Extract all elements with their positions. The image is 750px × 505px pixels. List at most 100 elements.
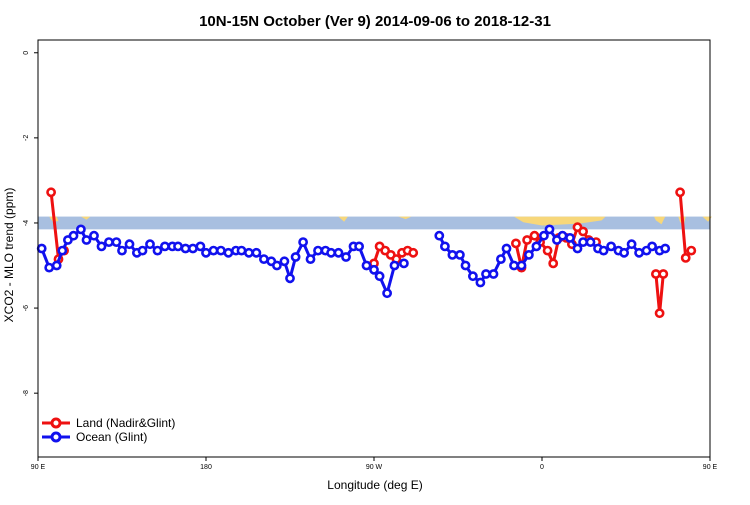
series-ocean-point xyxy=(389,260,400,271)
series-ocean-point xyxy=(313,245,323,256)
series-land-point xyxy=(511,238,521,249)
series-ocean-point xyxy=(89,230,99,241)
series-ocean-point xyxy=(215,245,226,256)
series-ocean-point xyxy=(124,239,135,250)
series-ocean-point xyxy=(305,254,316,264)
series-ocean-point xyxy=(173,241,183,252)
series-ocean-point xyxy=(81,235,92,245)
series-ocean xyxy=(36,224,671,299)
series-ocean-point xyxy=(279,256,290,267)
series-land-point xyxy=(578,226,588,237)
map-strip-land xyxy=(514,216,606,226)
series-ocean-point xyxy=(439,241,450,252)
series-ocean-point xyxy=(117,245,127,256)
series-land-point xyxy=(529,230,540,241)
legend: Land (Nadir&Glint) Ocean (Glint) xyxy=(42,416,175,444)
series-ocean-point xyxy=(159,241,170,252)
y-axis-label: XCO2 - MLO trend (ppm) xyxy=(2,188,16,323)
series-ocean-point xyxy=(51,260,62,271)
series-ocean-point xyxy=(454,249,465,260)
series-ocean-point xyxy=(285,273,295,284)
series-ocean-point xyxy=(516,260,527,271)
series-ocean-point xyxy=(619,247,629,258)
legend-ocean-marker xyxy=(50,431,62,443)
series-ocean-point xyxy=(524,249,534,260)
series-ocean-point xyxy=(374,271,385,282)
x-tick-label: 90 E xyxy=(31,464,46,471)
series-land-point xyxy=(522,235,532,245)
series-ocean-point xyxy=(298,237,308,247)
series-ocean-point xyxy=(565,232,575,243)
y-tick-label: -8 xyxy=(23,390,30,396)
legend-item-land: Land (Nadir&Glint) xyxy=(42,416,175,430)
series-ocean-point xyxy=(341,252,351,262)
map-strip-ocean xyxy=(38,216,710,230)
series-ocean-point xyxy=(290,252,301,262)
series-ocean-point xyxy=(585,237,596,247)
series-ocean-point xyxy=(475,277,486,288)
series-land-point xyxy=(548,258,559,269)
y-tick-label: 0 xyxy=(23,51,30,55)
series-ocean-point xyxy=(539,230,549,241)
x-tick-label: 0 xyxy=(540,464,544,471)
series-ocean-point xyxy=(626,239,637,250)
series-ocean-point xyxy=(145,239,155,250)
series-ocean-point xyxy=(152,245,163,256)
series-land-line xyxy=(654,273,665,314)
x-tick-label: 180 xyxy=(200,464,212,471)
map-strip xyxy=(38,216,712,230)
series-ocean-point xyxy=(137,245,148,256)
series-ocean-point xyxy=(36,243,47,254)
series-ocean-point xyxy=(57,245,68,256)
series-land-point xyxy=(675,187,685,198)
y-axis: 0 -2 -4 -6 -8 xyxy=(23,51,38,396)
series-ocean-point xyxy=(647,241,657,252)
legend-ocean-label: Ocean (Glint) xyxy=(76,430,147,444)
series-land-point xyxy=(686,245,697,256)
map-strip-land xyxy=(338,216,348,222)
series-ocean-point xyxy=(104,237,114,247)
y-tick-label: -6 xyxy=(23,305,30,311)
series-ocean-point xyxy=(369,264,379,275)
x-axis-label: Longitude (deg E) xyxy=(327,478,422,492)
series-ocean-point xyxy=(509,260,519,271)
series-ocean-point xyxy=(354,241,364,252)
series-ocean-point xyxy=(96,241,107,252)
series-ocean-point xyxy=(434,230,445,241)
series-ocean-point xyxy=(111,237,122,247)
series-ocean-point xyxy=(76,224,86,235)
series-ocean-point xyxy=(333,247,344,258)
series-land-point xyxy=(46,187,56,198)
series-ocean-point xyxy=(382,288,392,299)
series-ocean-point xyxy=(660,243,671,254)
series-ocean-point xyxy=(501,243,512,254)
map-strip-land xyxy=(654,216,666,225)
legend-land-label: Land (Nadir&Glint) xyxy=(76,416,175,430)
series-ocean-point xyxy=(481,269,491,279)
series-ocean-point xyxy=(44,262,55,273)
series-ocean-point xyxy=(495,254,506,264)
x-tick-label: 90 W xyxy=(366,464,383,471)
series-land-point xyxy=(680,252,691,263)
series-ocean-point xyxy=(251,247,262,258)
y-tick-label: -4 xyxy=(23,220,30,226)
series-ocean-point xyxy=(447,249,458,260)
x-axis: 90 E 180 90 W 0 90 E xyxy=(31,457,718,471)
series-ocean-point xyxy=(598,245,609,256)
series-ocean-point xyxy=(398,258,409,269)
series-ocean-point xyxy=(187,243,198,254)
chart-title: 10N-15N October (Ver 9) 2014-09-06 to 20… xyxy=(199,13,551,30)
y-tick-label: -2 xyxy=(23,135,30,141)
series-land-point xyxy=(654,308,665,319)
series-ocean-point xyxy=(606,241,616,252)
legend-land-marker xyxy=(50,417,62,429)
series-ocean-point xyxy=(361,260,372,271)
map-strip-land xyxy=(80,216,91,220)
series-land-point xyxy=(658,269,669,279)
x-tick-label: 90 E xyxy=(703,464,718,471)
series-ocean-point xyxy=(201,247,211,258)
series-ocean-point xyxy=(557,230,568,241)
series-ocean-point xyxy=(544,224,555,235)
series-ocean-point xyxy=(572,243,583,254)
series-land-point xyxy=(408,247,419,258)
